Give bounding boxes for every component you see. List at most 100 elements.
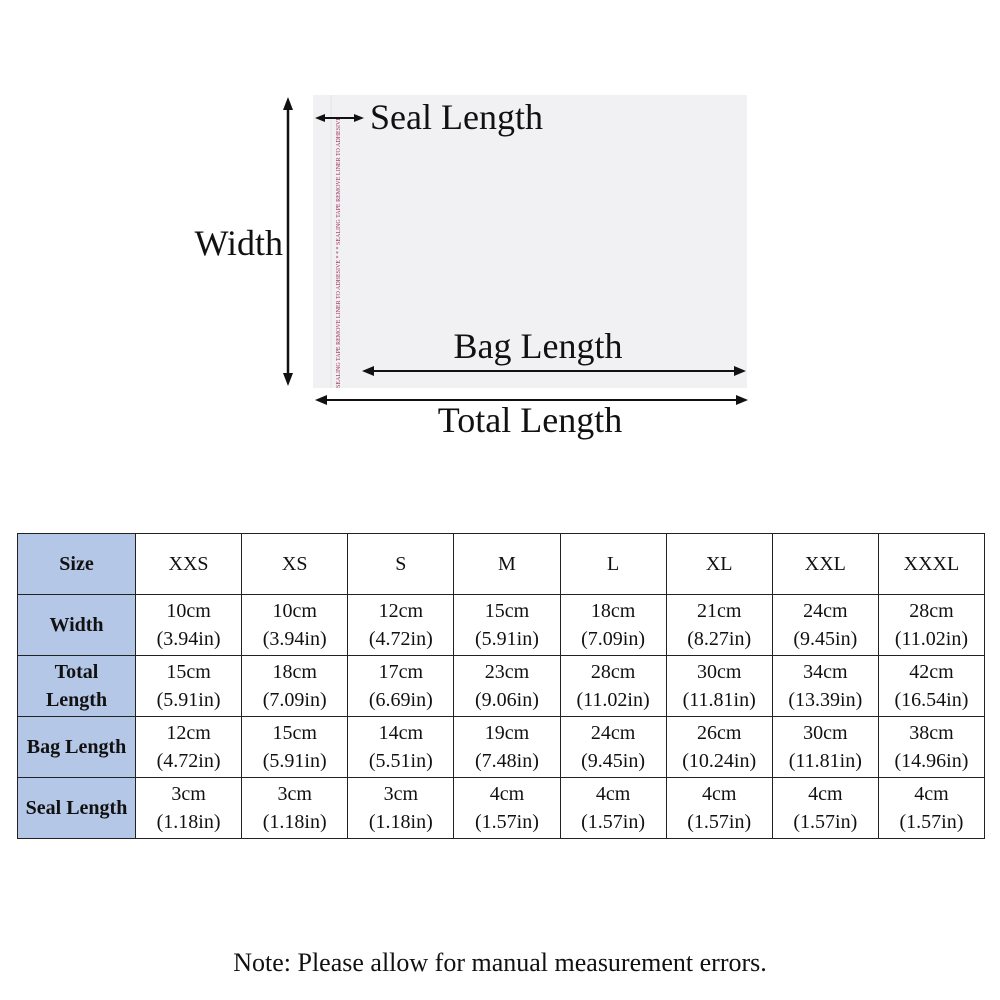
cell-line: (10.24in) <box>682 750 757 772</box>
arrow-head <box>362 366 374 376</box>
table-row: Total Length 15cm (5.91in) 18cm (7.09in) 17cm… <box>17 655 986 717</box>
table-cell: 34cm (13.39in) <box>771 655 879 717</box>
size-cell: XS <box>241 533 349 595</box>
cell-line: (8.27in) <box>687 628 752 650</box>
table-cell: 23cm (9.06in) <box>453 655 561 717</box>
table-cell: 15cm (5.91in) <box>134 655 243 717</box>
cell-line: 4cm <box>595 783 631 805</box>
table-cell: 3cm (1.18in) <box>347 777 455 839</box>
bag <box>313 95 747 388</box>
table-cell: 18cm (7.09in) <box>241 655 349 717</box>
note: Note: Please allow for manual measuremen… <box>233 948 767 977</box>
cell-line: 12cm <box>378 600 424 622</box>
table-cell: 4cm (1.57in) <box>877 777 986 839</box>
arrow-head <box>734 366 746 376</box>
row-label: Bag Length <box>17 716 136 778</box>
size-cell: XXXL <box>877 533 986 595</box>
arrow-head <box>283 373 293 386</box>
bag-length-label: Bag Length <box>454 326 623 366</box>
table-cell: 19cm (7.48in) <box>453 716 561 778</box>
cell-line: 30cm <box>803 722 848 744</box>
cell-line: (5.91in) <box>262 750 327 772</box>
cell-line: 4cm <box>914 783 949 805</box>
cell-line: (1.18in) <box>156 811 221 833</box>
cell-line: (3.94in) <box>156 628 221 650</box>
seal-length-label: Seal Length <box>370 97 543 137</box>
table-cell: 38cm (14.96in) <box>877 716 986 778</box>
cell-line: (5.91in) <box>156 689 221 711</box>
table-cell: 14cm (5.51in) <box>347 716 455 778</box>
cell-line: (1.18in) <box>368 811 433 833</box>
table-cell: 17cm (6.69in) <box>347 655 455 717</box>
table-cell: 15cm (5.91in) <box>453 594 561 656</box>
cell-line: (1.18in) <box>262 811 327 833</box>
cell-line: 3cm <box>383 783 419 805</box>
arrow-head <box>283 97 293 110</box>
cell-line: 23cm <box>484 661 530 683</box>
header-label: Size <box>17 533 136 595</box>
size-cell: XXS <box>134 533 243 595</box>
width-label: Width <box>194 223 283 263</box>
table-cell: 3cm (1.18in) <box>241 777 349 839</box>
cell-line: 28cm <box>909 600 954 622</box>
arrow-head <box>354 114 364 122</box>
size-cell: L <box>559 533 667 595</box>
table-cell: 15cm (5.91in) <box>241 716 349 778</box>
cell-line: 18cm <box>590 600 636 622</box>
size-table: Size XXS XS S M L XL XXL XXXL Width 10cm (3.94in) 10… <box>17 533 986 839</box>
header-row: Size XXS XS S M L XL XXL XXXL <box>17 533 986 595</box>
size-cell: XL <box>665 533 773 595</box>
table-cell: 4cm (1.57in) <box>453 777 561 839</box>
total-length-label: Total Length <box>438 400 622 440</box>
cell-line: 4cm <box>808 783 843 805</box>
cell-line: (11.81in) <box>682 689 756 711</box>
cell-line: 4cm <box>489 783 525 805</box>
table-cell: 42cm (16.54in) <box>877 655 986 717</box>
cell-line: 3cm <box>277 783 312 805</box>
arrow-head <box>315 114 325 122</box>
table-cell: 28cm (11.02in) <box>877 594 986 656</box>
cell-line: (13.39in) <box>788 689 863 711</box>
row-label: Total Length <box>17 655 136 717</box>
cell-line: (4.72in) <box>156 750 221 772</box>
cell-line: 15cm <box>484 600 530 622</box>
cell-line: (7.09in) <box>262 689 327 711</box>
cell-line: 26cm <box>696 722 742 744</box>
arrow-head <box>315 395 327 405</box>
cell-line: (1.57in) <box>793 811 858 833</box>
row-label: Seal Length <box>17 777 136 839</box>
cell-line: 12cm <box>166 722 211 744</box>
cell-line: (11.02in) <box>894 628 968 650</box>
cell-line: (1.57in) <box>581 811 645 833</box>
size-cell: XXL <box>771 533 879 595</box>
table-cell: 24cm (9.45in) <box>559 716 667 778</box>
cell-line: 15cm <box>166 661 211 683</box>
cell-line: (1.57in) <box>474 811 539 833</box>
table-cell: 10cm (3.94in) <box>134 594 243 656</box>
row-label: Width <box>17 594 136 656</box>
cell-line: (1.57in) <box>687 811 752 833</box>
cell-line: (14.96in) <box>894 750 969 772</box>
table-cell: 18cm (7.09in) <box>559 594 667 656</box>
cell-line: 3cm <box>171 783 206 805</box>
table-cell: 21cm (8.27in) <box>665 594 773 656</box>
cell-line: 18cm <box>272 661 317 683</box>
table-cell: 28cm (11.02in) <box>559 655 667 717</box>
table-cell: 4cm (1.57in) <box>665 777 773 839</box>
seal-tape-text: SEALING TAPE REMOVE LINER TO ADHESIVE * … <box>336 117 342 388</box>
cell-line: 34cm <box>803 661 848 683</box>
cell-line: 38cm <box>909 722 954 744</box>
table-cell: 26cm (10.24in) <box>665 716 773 778</box>
cell-line: 10cm <box>272 600 317 622</box>
cell-line: 10cm <box>166 600 211 622</box>
cell-line: (9.45in) <box>581 750 645 772</box>
cell-line: 30cm <box>696 661 742 683</box>
bag-diagram: SEALING TAPE REMOVE LINER TO ADHESIVE * … <box>194 95 748 440</box>
cell-line: (3.94in) <box>262 628 327 650</box>
arrow-head <box>736 395 748 405</box>
table-cell: 12cm (4.72in) <box>347 594 455 656</box>
table-cell: 10cm (3.94in) <box>241 594 349 656</box>
cell-line: (11.81in) <box>788 750 862 772</box>
table-cell: 30cm (11.81in) <box>665 655 773 717</box>
